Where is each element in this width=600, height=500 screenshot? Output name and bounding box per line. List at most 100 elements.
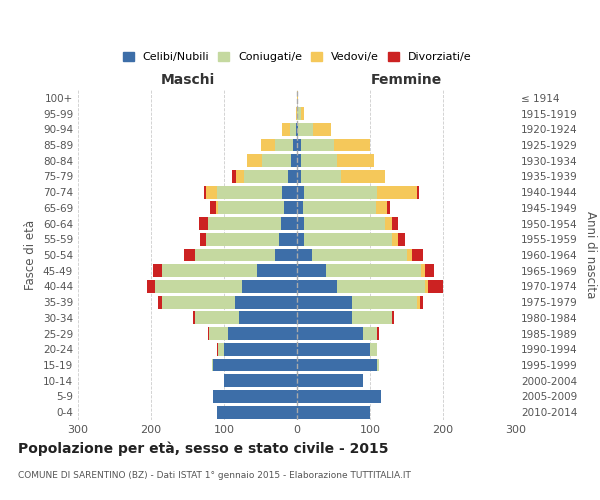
Bar bbox=[352, 312, 392, 324]
Bar bbox=[303, 202, 376, 214]
Bar bbox=[218, 343, 224, 355]
Bar bbox=[334, 138, 370, 151]
Bar bbox=[239, 312, 297, 324]
Bar bbox=[370, 343, 377, 355]
Bar bbox=[297, 343, 370, 355]
Bar bbox=[398, 233, 405, 245]
Bar bbox=[385, 217, 392, 230]
Text: Popolazione per età, sesso e stato civile - 2015: Popolazione per età, sesso e stato civil… bbox=[18, 441, 389, 456]
Bar bbox=[297, 264, 326, 277]
Bar bbox=[419, 296, 423, 308]
Bar bbox=[284, 202, 297, 214]
Bar bbox=[297, 217, 304, 230]
Bar bbox=[242, 280, 297, 293]
Bar bbox=[421, 264, 425, 277]
Bar bbox=[313, 123, 331, 136]
Bar bbox=[293, 138, 297, 151]
Bar bbox=[297, 186, 304, 198]
Bar bbox=[297, 374, 362, 387]
Bar bbox=[195, 248, 275, 262]
Bar bbox=[216, 202, 218, 214]
Bar bbox=[392, 217, 398, 230]
Bar bbox=[326, 264, 421, 277]
Bar bbox=[262, 154, 291, 167]
Bar bbox=[217, 186, 283, 198]
Bar bbox=[298, 123, 313, 136]
Text: COMUNE DI SARENTINO (BZ) - Dati ISTAT 1° gennaio 2015 - Elaborazione TUTTITALIA.: COMUNE DI SARENTINO (BZ) - Dati ISTAT 1°… bbox=[18, 470, 411, 480]
Bar bbox=[275, 248, 297, 262]
Y-axis label: Fasce di età: Fasce di età bbox=[25, 220, 37, 290]
Bar bbox=[337, 154, 374, 167]
Bar bbox=[257, 264, 297, 277]
Bar bbox=[206, 186, 217, 198]
Bar bbox=[304, 186, 377, 198]
Bar bbox=[283, 123, 290, 136]
Bar bbox=[158, 296, 162, 308]
Bar bbox=[341, 170, 385, 183]
Bar bbox=[209, 327, 227, 340]
Bar bbox=[407, 248, 412, 262]
Bar bbox=[162, 296, 235, 308]
Bar bbox=[425, 264, 434, 277]
Bar bbox=[162, 264, 257, 277]
Bar bbox=[301, 154, 337, 167]
Bar bbox=[224, 343, 297, 355]
Bar bbox=[297, 406, 370, 418]
Bar bbox=[212, 358, 213, 372]
Bar bbox=[213, 390, 297, 403]
Bar bbox=[297, 390, 381, 403]
Bar bbox=[217, 406, 297, 418]
Bar bbox=[362, 327, 377, 340]
Bar bbox=[297, 280, 337, 293]
Bar bbox=[213, 358, 297, 372]
Bar bbox=[235, 296, 297, 308]
Bar bbox=[200, 233, 206, 245]
Bar bbox=[301, 138, 334, 151]
Bar bbox=[184, 248, 195, 262]
Bar bbox=[376, 202, 387, 214]
Bar bbox=[387, 202, 391, 214]
Y-axis label: Anni di nascita: Anni di nascita bbox=[584, 212, 597, 298]
Bar bbox=[291, 154, 297, 167]
Bar bbox=[208, 217, 281, 230]
Bar bbox=[281, 217, 297, 230]
Bar bbox=[337, 280, 425, 293]
Bar bbox=[244, 170, 288, 183]
Bar bbox=[297, 154, 301, 167]
Bar bbox=[297, 138, 301, 151]
Bar bbox=[195, 312, 239, 324]
Bar bbox=[297, 233, 304, 245]
Bar bbox=[301, 170, 341, 183]
Bar bbox=[311, 248, 407, 262]
Bar bbox=[155, 280, 242, 293]
Bar bbox=[297, 327, 362, 340]
Bar bbox=[227, 327, 297, 340]
Bar bbox=[304, 233, 392, 245]
Bar bbox=[279, 233, 297, 245]
Bar bbox=[377, 327, 379, 340]
Bar bbox=[297, 248, 311, 262]
Bar bbox=[352, 296, 418, 308]
Bar bbox=[425, 280, 428, 293]
Bar bbox=[296, 107, 297, 120]
Bar bbox=[418, 186, 419, 198]
Bar bbox=[297, 170, 301, 183]
Bar bbox=[288, 170, 297, 183]
Bar bbox=[206, 233, 279, 245]
Bar bbox=[297, 202, 303, 214]
Bar bbox=[210, 202, 216, 214]
Bar bbox=[275, 138, 293, 151]
Bar bbox=[392, 312, 394, 324]
Bar bbox=[232, 170, 236, 183]
Bar bbox=[290, 123, 296, 136]
Bar bbox=[297, 296, 352, 308]
Bar bbox=[193, 312, 195, 324]
Bar bbox=[260, 138, 275, 151]
Bar bbox=[377, 358, 379, 372]
Bar bbox=[418, 296, 419, 308]
Bar bbox=[297, 107, 301, 120]
Text: Femmine: Femmine bbox=[371, 73, 442, 87]
Text: Maschi: Maschi bbox=[160, 73, 215, 87]
Bar bbox=[304, 217, 385, 230]
Bar bbox=[203, 186, 206, 198]
